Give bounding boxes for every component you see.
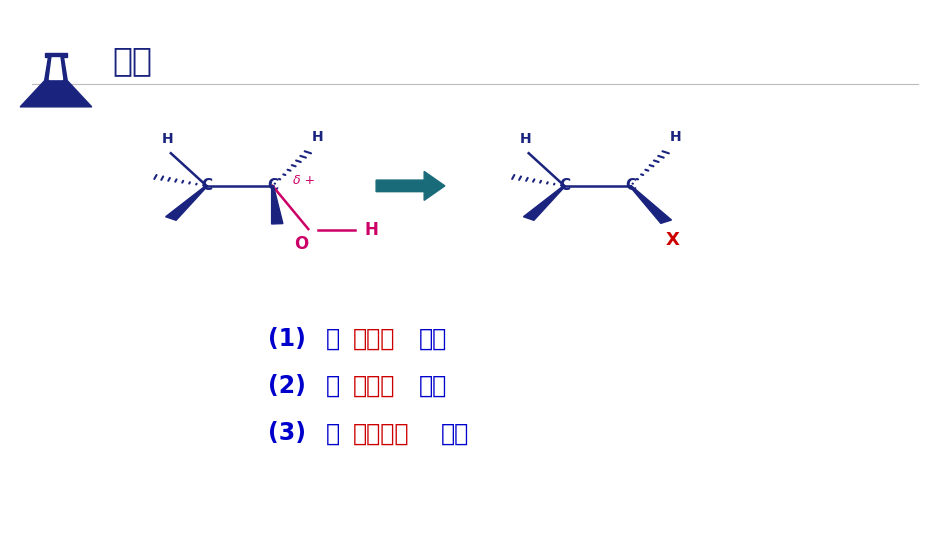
Polygon shape (523, 186, 565, 220)
Text: X: X (666, 231, 679, 249)
Text: H: H (312, 129, 324, 144)
Text: (3): (3) (268, 422, 322, 446)
Polygon shape (272, 186, 283, 224)
Polygon shape (45, 57, 67, 81)
Text: C: C (267, 178, 278, 193)
Text: 亚硫酰氯: 亚硫酰氯 (352, 422, 409, 446)
Text: 与: 与 (326, 422, 340, 446)
Text: C: C (625, 178, 636, 193)
Text: C: C (559, 178, 570, 193)
Text: H: H (520, 132, 532, 147)
Text: (2): (2) (268, 374, 322, 398)
Text: 概述: 概述 (112, 44, 152, 77)
Polygon shape (20, 81, 92, 107)
Text: (1): (1) (268, 326, 322, 350)
Polygon shape (49, 58, 63, 80)
FancyArrow shape (376, 171, 445, 200)
Polygon shape (630, 186, 672, 223)
Text: 氢卤酸: 氢卤酸 (352, 326, 395, 350)
Text: 反应: 反应 (419, 326, 447, 350)
Text: H: H (162, 132, 174, 147)
Text: H: H (670, 129, 681, 144)
Text: H: H (365, 221, 379, 239)
Polygon shape (45, 53, 67, 57)
Text: 与: 与 (326, 326, 340, 350)
Text: 反应: 反应 (441, 422, 469, 446)
Text: 卤化磷: 卤化磷 (352, 374, 395, 398)
Text: C: C (201, 178, 212, 193)
Text: 反应: 反应 (419, 374, 447, 398)
Text: 与: 与 (326, 374, 340, 398)
Text: δ +: δ + (294, 174, 315, 187)
Polygon shape (165, 186, 207, 220)
Text: O: O (294, 235, 308, 254)
